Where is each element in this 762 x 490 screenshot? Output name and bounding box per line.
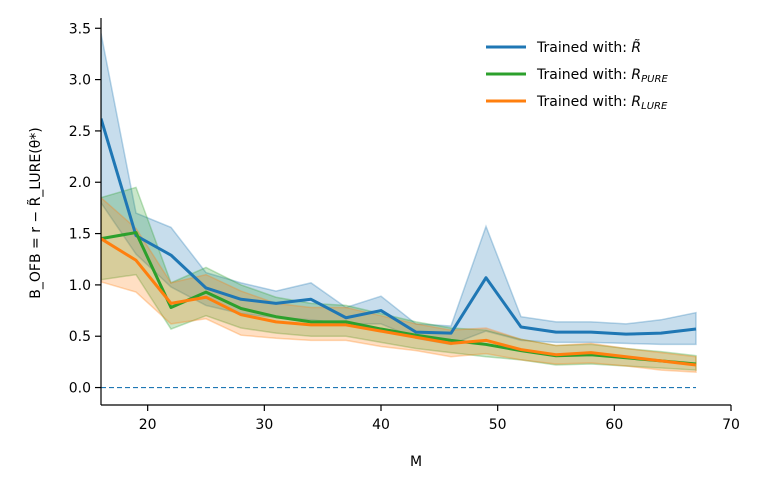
legend-label-3: Trained with: RLURE bbox=[536, 94, 668, 112]
plot-area bbox=[101, 33, 697, 389]
y-tick-label: 0.0 bbox=[69, 381, 91, 397]
y-axis-label: B_OFB = r − R̃_LURE(θ*) bbox=[27, 127, 44, 298]
x-tick-label: 20 bbox=[139, 417, 157, 433]
series-line-1 bbox=[101, 118, 697, 336]
series-line-2 bbox=[101, 231, 697, 366]
x-tick-label: 70 bbox=[722, 417, 740, 433]
plot-clipped-group bbox=[101, 33, 697, 389]
axes: 20 30 40 50 60 70 0.0 0.5 1.0 1.5 2.0 2.5 3.0 3.5 bbox=[69, 18, 740, 433]
legend-label-2: Trained with: RPURE bbox=[536, 67, 668, 85]
x-axis-label: M bbox=[410, 454, 422, 470]
y-tick-label: 1.5 bbox=[69, 227, 91, 243]
y-tick-label: 2.0 bbox=[69, 175, 91, 191]
y-tick-label: 0.5 bbox=[69, 329, 91, 345]
legend-label-1: Trained with: R̃ bbox=[536, 39, 641, 56]
x-tick-label: 60 bbox=[605, 417, 623, 433]
y-tick-label: 3.5 bbox=[69, 21, 91, 37]
x-tick-label: 40 bbox=[372, 417, 390, 433]
series-line-3 bbox=[101, 237, 697, 367]
confidence-band-series-2 bbox=[101, 186, 697, 371]
y-tick-label: 1.0 bbox=[69, 278, 91, 294]
y-tick-label: 2.5 bbox=[69, 124, 91, 140]
legend: Trained with: R̃ Trained with: RPURE Train… bbox=[486, 39, 668, 112]
x-tick-label: 50 bbox=[489, 417, 507, 433]
y-tick-label: 3.0 bbox=[69, 73, 91, 89]
confidence-band-series-3 bbox=[101, 196, 697, 373]
x-tick-label: 30 bbox=[255, 417, 273, 433]
